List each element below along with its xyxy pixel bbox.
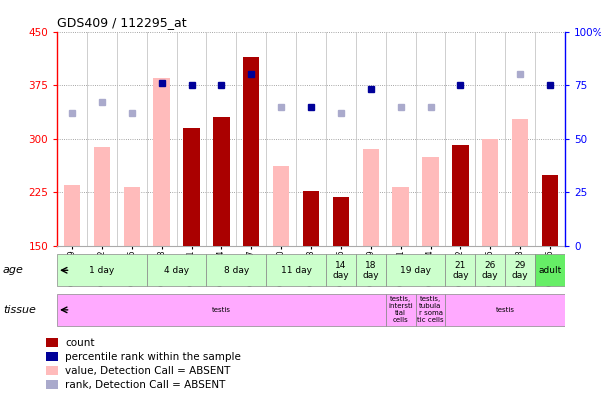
Bar [266,254,326,286]
Bar [505,254,535,286]
Text: 4 day: 4 day [164,266,189,275]
Text: 8 day: 8 day [224,266,249,275]
Text: 19 day: 19 day [400,266,431,275]
Bar [362,149,379,246]
Bar [46,338,58,347]
Bar [535,254,565,286]
Bar [482,139,498,246]
Text: 29
day: 29 day [512,261,528,280]
Bar [356,254,386,286]
Text: 21
day: 21 day [452,261,469,280]
Text: GDS409 / 112295_at: GDS409 / 112295_at [57,16,187,29]
Text: 1 day: 1 day [90,266,115,275]
Bar [475,254,505,286]
Text: 14
day: 14 day [332,261,349,280]
Bar [326,254,356,286]
Bar [153,78,170,246]
Bar [415,294,445,326]
Text: adult: adult [538,266,561,275]
Bar [147,254,207,286]
Text: tissue: tissue [3,305,36,315]
Text: percentile rank within the sample: percentile rank within the sample [65,352,241,362]
Bar [303,191,319,246]
Bar [512,119,528,246]
Bar [124,187,140,246]
Bar [46,352,58,361]
Text: value, Detection Call = ABSENT: value, Detection Call = ABSENT [65,366,231,376]
Text: 11 day: 11 day [281,266,311,275]
Bar [423,157,439,246]
Bar [542,175,558,246]
Bar [452,145,469,246]
Text: age: age [3,265,24,275]
Bar [46,380,58,389]
Bar [445,294,565,326]
Text: 18
day: 18 day [362,261,379,280]
Bar [386,294,415,326]
Bar [386,254,445,286]
Bar [207,254,266,286]
Bar [57,254,147,286]
Text: testis: testis [212,307,231,313]
Bar [94,147,110,246]
Bar [392,187,409,246]
Bar [183,128,200,246]
Text: testis,
tubula
r soma
tic cells: testis, tubula r soma tic cells [417,296,444,324]
Bar [46,366,58,375]
Text: testis,
intersti
tial
cells: testis, intersti tial cells [388,296,413,324]
Bar [333,197,349,246]
Bar [273,166,289,246]
Bar [64,185,81,246]
Bar [243,57,260,246]
Text: rank, Detection Call = ABSENT: rank, Detection Call = ABSENT [65,380,225,390]
Bar [445,254,475,286]
Text: 26
day: 26 day [482,261,499,280]
Text: testis: testis [496,307,514,313]
Text: count: count [65,338,95,348]
Bar [57,294,386,326]
Bar [213,117,230,246]
